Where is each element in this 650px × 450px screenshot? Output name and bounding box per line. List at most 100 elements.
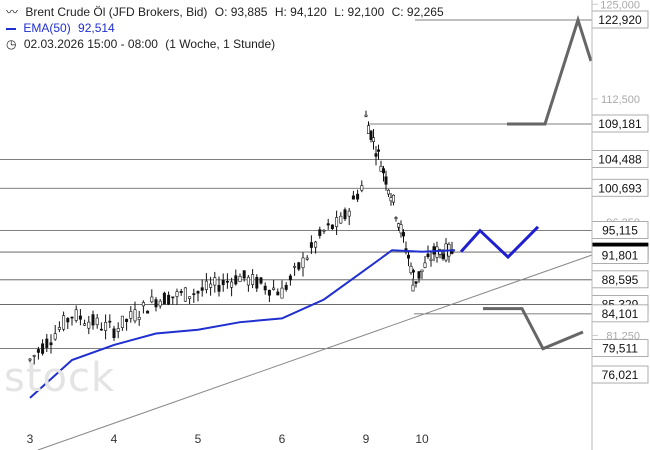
candle-body	[305, 257, 309, 260]
level-label: 95,115	[602, 223, 638, 237]
header-line-1: 〰 Brent Crude Öl (JFD Brokers, Bid) O: 9…	[6, 5, 448, 20]
candle-body	[360, 185, 364, 191]
candle-body	[301, 257, 305, 269]
levels	[0, 19, 592, 350]
scenario-down	[483, 307, 584, 351]
ema-value: 92,514	[78, 21, 115, 35]
candle-body	[259, 277, 263, 284]
ema-label: EMA(50)	[23, 21, 71, 35]
candle-body	[335, 217, 339, 227]
chart-type-icon: 〰	[6, 5, 19, 19]
candle-body	[347, 210, 351, 217]
ohlc-low: L: 92,100	[334, 5, 385, 19]
time-tick-label: 9	[363, 432, 370, 446]
candle-body	[112, 328, 116, 338]
candle-body	[381, 168, 385, 174]
level-label: 88,595	[602, 273, 639, 287]
candle-body	[429, 258, 433, 261]
candle-body	[213, 277, 217, 286]
level-label: 79,511	[602, 342, 638, 356]
ema-legend-icon	[6, 27, 16, 30]
candle-body	[426, 253, 430, 258]
candle-body	[356, 193, 360, 200]
candle-body	[369, 130, 373, 140]
scenarios	[459, 15, 593, 351]
time-tick-label: 10	[415, 432, 429, 446]
candle-body	[158, 300, 162, 307]
scenario-up	[507, 15, 593, 126]
trend-line	[37, 254, 593, 450]
candle-body	[276, 291, 280, 296]
candle-body	[230, 281, 234, 288]
candle-body	[167, 294, 171, 305]
candle-body	[74, 309, 78, 321]
candle-body	[401, 232, 405, 237]
time-axis: 3 4 5 6 9 10	[27, 432, 429, 446]
candle-body	[183, 287, 187, 302]
candle-body	[288, 275, 292, 281]
candle-body	[141, 302, 145, 307]
candle-body	[284, 284, 288, 290]
candle-body	[129, 311, 133, 319]
candle-body	[57, 327, 61, 330]
header-line-3: ◷ 02.03.2026 15:00 - 08:00 (1 Woche, 1 S…	[6, 37, 279, 52]
candle-body	[66, 318, 70, 323]
candle-body	[409, 265, 413, 274]
candle-body	[326, 223, 330, 226]
candle-body	[351, 195, 355, 200]
level-label: 104,488	[598, 153, 642, 167]
candle-body	[221, 279, 225, 285]
candle-body	[386, 189, 390, 195]
candle-body	[36, 349, 40, 353]
candle-body	[188, 296, 192, 299]
candle-body	[238, 276, 242, 283]
candle-body	[95, 317, 99, 326]
time-tick-label: 3	[27, 432, 34, 446]
candle-body	[280, 287, 284, 299]
scale-tick-label: 112,500	[601, 94, 640, 106]
candle-body	[70, 316, 74, 319]
candle-body	[411, 284, 415, 292]
candle-body	[116, 328, 120, 332]
candle-body	[179, 291, 183, 293]
watermark: stock	[4, 355, 116, 401]
candle-body	[120, 315, 124, 328]
candle-body	[83, 323, 87, 326]
time-tick-label: 4	[111, 432, 118, 446]
candle-body	[406, 254, 410, 259]
timeframe: 02.03.2026 15:00 - 08:00	[23, 37, 158, 51]
candle-body	[411, 270, 415, 273]
candle-body	[371, 137, 375, 142]
candle-body	[318, 229, 322, 236]
candle-body	[41, 343, 45, 354]
candle-body	[394, 217, 398, 219]
candle-body	[53, 333, 57, 340]
candle-body	[263, 285, 267, 291]
candle-body	[343, 209, 347, 220]
candle-body	[246, 276, 250, 286]
candle-body	[28, 358, 32, 361]
candle-body	[133, 309, 137, 322]
candle-body	[417, 271, 421, 279]
candle-body	[396, 223, 400, 228]
ohlc-high: H: 94,120	[274, 5, 327, 19]
ohlc-close: C: 92,265	[391, 5, 444, 19]
candle-body	[91, 314, 95, 326]
candles	[28, 110, 454, 365]
candle-body	[391, 194, 395, 203]
candle-body	[379, 166, 383, 172]
level-label: 122,920	[598, 13, 642, 27]
time-tick-label: 5	[195, 432, 202, 446]
candle-body	[196, 291, 200, 294]
candle-body	[444, 243, 448, 261]
candle-body	[225, 280, 229, 283]
candle-body	[49, 342, 53, 346]
candle-body	[146, 310, 150, 314]
candle-body	[384, 176, 388, 185]
level-label: 91,801	[602, 249, 639, 263]
candle-body	[125, 318, 129, 322]
candle-body	[420, 269, 424, 273]
candle-body	[45, 338, 49, 348]
candle-body	[242, 270, 246, 279]
